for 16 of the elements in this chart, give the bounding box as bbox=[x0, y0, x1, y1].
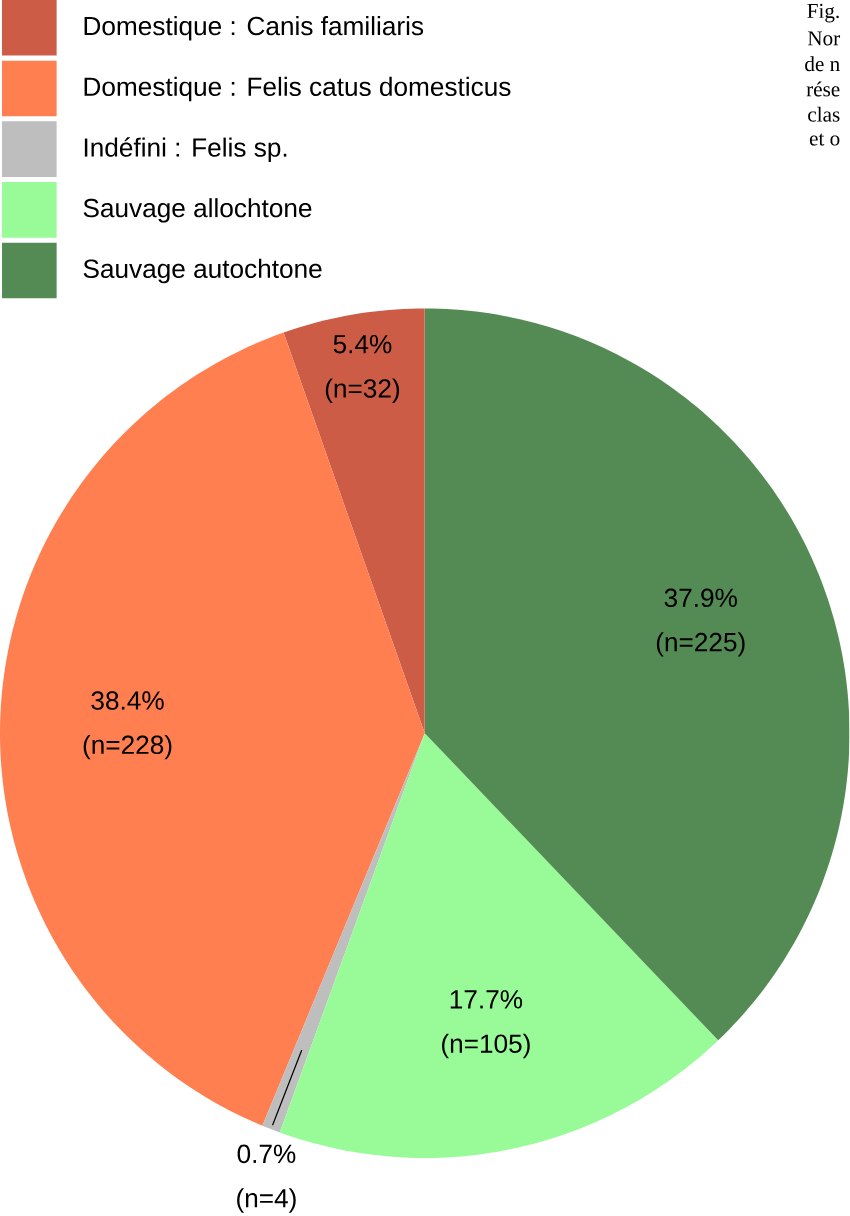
legend-label: Sauvage allochtone bbox=[83, 198, 312, 223]
text: de n bbox=[805, 56, 841, 72]
data-label: 0.7% (n=4) bbox=[237, 1144, 296, 1213]
legend-label: Domestique : Felis catus domesticus bbox=[84, 76, 511, 102]
data-label: 37.9% (n=225) bbox=[657, 588, 745, 657]
data-label: 38.4% (n=228) bbox=[83, 691, 172, 760]
text: clas bbox=[808, 106, 840, 122]
text: Nor bbox=[808, 31, 841, 46]
text: rése bbox=[806, 81, 840, 97]
text: Fig. bbox=[807, 3, 840, 23]
legend-label: Domestique : Canis familiaris bbox=[84, 16, 424, 41]
data-label: 5.4% (n=32) bbox=[326, 334, 400, 403]
legend-label: Indéfini : Felis sp. bbox=[85, 137, 287, 163]
data-label: 17.7% (n=105) bbox=[442, 990, 531, 1059]
text: et o bbox=[810, 133, 840, 146]
legend-label: Sauvage autochtone bbox=[83, 258, 322, 284]
